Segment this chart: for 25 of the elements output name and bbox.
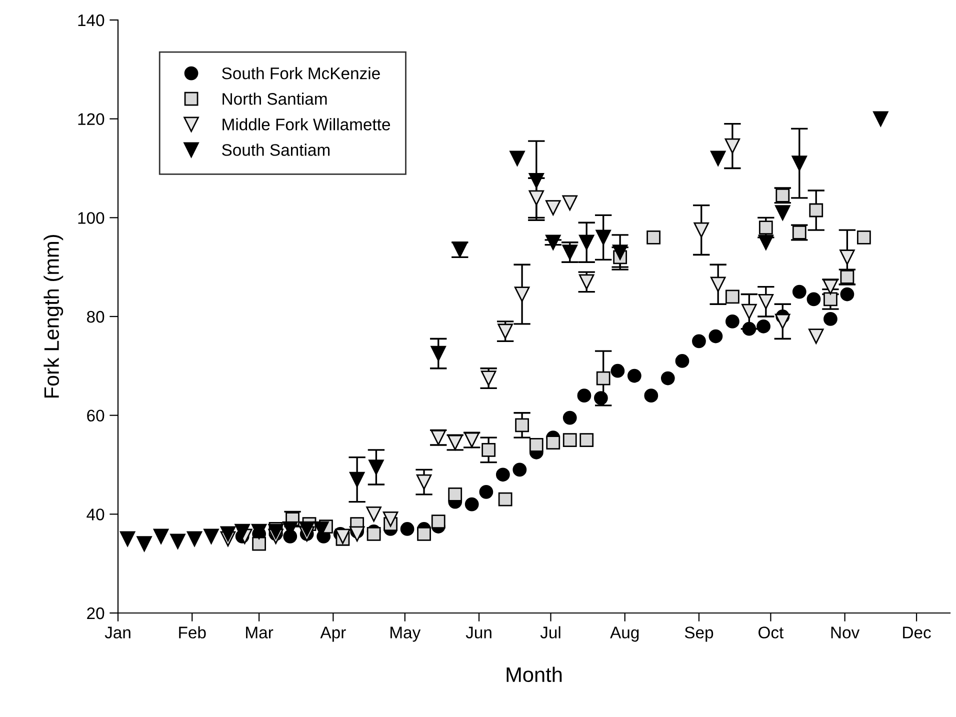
x-tick-label: Nov	[831, 626, 860, 638]
y-tick-label: 140	[78, 14, 104, 26]
x-tick-label: Mar	[246, 626, 274, 638]
x-tick-label: Jul	[540, 626, 560, 638]
x-tick-label: Jan	[104, 626, 130, 638]
x-tick-label: Aug	[610, 626, 639, 642]
x-tick-label: Jun	[466, 626, 492, 638]
y-tick-label: 20	[87, 607, 104, 620]
y-axis-title: Fork Length (mm)	[44, 235, 64, 398]
x-tick-label: Apr	[320, 626, 346, 642]
x-tick-label: Oct	[758, 626, 784, 638]
y-tick-label: 100	[78, 212, 104, 224]
legend-label: South Fork McKenzie	[222, 67, 380, 80]
x-axis-title: Month	[506, 666, 562, 682]
x-tick-label: Dec	[903, 626, 931, 638]
y-tick-label: 120	[78, 113, 104, 126]
y-tick-label: 80	[86, 310, 104, 323]
legend-label: Middle Fork Willamette	[222, 118, 390, 130]
x-tick-label: Sep	[684, 626, 714, 642]
y-tick-label: 60	[87, 410, 104, 422]
legend-label: North Santiam	[222, 92, 327, 105]
x-tick-label: May	[390, 626, 421, 642]
legend-label: South Santiam	[222, 144, 330, 156]
x-tick-label: Feb	[179, 626, 206, 638]
y-tick-label: 40	[86, 508, 104, 520]
